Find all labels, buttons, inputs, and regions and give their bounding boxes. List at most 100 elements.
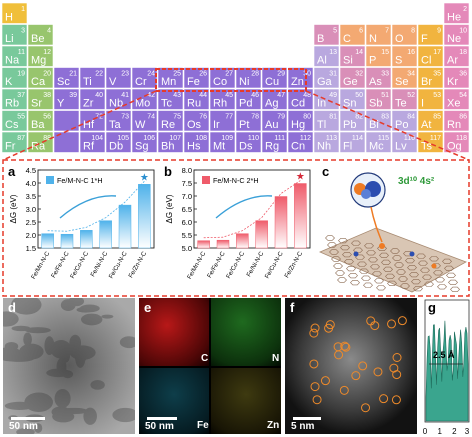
tem-grain: [19, 343, 44, 360]
intensity-curve: [425, 320, 469, 422]
element-symbol: Ne: [447, 33, 461, 45]
atomic-number: 40: [95, 92, 103, 99]
tem-grain: [24, 327, 51, 334]
y-axis-label: ΔG (eV): [9, 194, 18, 223]
element-symbol: Ta: [109, 119, 122, 131]
tem-grain: [73, 345, 89, 363]
atomic-number: 88: [43, 135, 51, 142]
element-symbol: Sg: [135, 141, 148, 153]
category-label: Fe/Zn-N-C: [127, 250, 148, 279]
hex-ring: [374, 278, 384, 284]
atomic-number: 83: [381, 114, 389, 121]
star-icon: ★: [296, 172, 305, 183]
hex-ring: [392, 255, 402, 261]
element-symbol: Po: [395, 119, 408, 131]
element-cell: 23 V: [105, 67, 132, 89]
atomic-number: 36: [459, 71, 467, 78]
element-symbol: Sr: [31, 98, 42, 110]
atomic-number: 9: [437, 28, 441, 35]
element-symbol: Zn: [291, 76, 304, 88]
bar: [41, 233, 54, 249]
eds-map-n: [211, 298, 281, 366]
element-symbol: Cl: [421, 55, 431, 67]
arrow-icon: [215, 195, 273, 219]
element-symbol: Te: [395, 98, 407, 110]
atomic-number: 8: [411, 28, 415, 35]
element-symbol: H: [5, 12, 13, 24]
tem-grain: [16, 428, 35, 434]
element-symbol: Db: [109, 141, 123, 153]
element-symbol: Lv: [395, 141, 407, 153]
tem-grain: [20, 300, 31, 306]
y-tick-label: 2.0: [26, 231, 36, 240]
element-symbol: Sc: [57, 76, 70, 88]
hex-ring: [327, 242, 337, 248]
element-cell: 3 Li: [1, 24, 28, 46]
element-symbol: Li: [5, 33, 14, 45]
element-symbol: Bi: [369, 119, 379, 131]
scale-bar-label: 50 nm: [145, 421, 174, 432]
tem-grain: [90, 380, 105, 390]
element-symbol: P: [369, 55, 376, 67]
tem-grain: [50, 340, 72, 359]
element-symbol: Ru: [187, 98, 201, 110]
hex-ring: [407, 265, 417, 271]
hex-ring: [368, 257, 378, 263]
electron-config-label: 3d¹⁰ 4s²: [398, 176, 435, 187]
tem-grain: [11, 325, 31, 332]
hex-ring: [355, 254, 365, 260]
hex-ring: [348, 273, 358, 279]
panel-d-letter: d: [8, 300, 16, 315]
hex-ring: [337, 277, 347, 283]
single-atom-marker: [340, 341, 350, 351]
category-label: Fe/Mn-N-C: [186, 250, 208, 280]
hex-ring: [405, 258, 415, 264]
category-label: Fe/Co-N-C: [69, 250, 90, 280]
y-tick-label: 7.0: [182, 192, 192, 201]
hex-ring: [437, 284, 447, 290]
category-label: Fe/Mn-N-C: [30, 250, 52, 280]
panel-c-structure: c 3d¹⁰ 4s²: [318, 164, 467, 293]
atomic-number: 35: [433, 71, 441, 78]
atomic-number: 82: [355, 114, 363, 121]
hex-ring: [431, 263, 441, 269]
atomic-number: 4: [47, 28, 51, 35]
single-atom-marker: [310, 323, 320, 333]
atomic-number: 5: [333, 28, 337, 35]
hex-ring: [333, 263, 343, 269]
tem-grain: [60, 299, 76, 311]
legend-swatch: [46, 176, 54, 184]
panel-g-letter: g: [428, 300, 436, 315]
chart-b: b5.05.56.06.57.07.58.0ΔG (eV)Fe/Mn-N-CFe…: [164, 164, 311, 280]
bar: [138, 184, 151, 249]
element-symbol: Be: [31, 33, 44, 45]
element-cell: 2He: [443, 2, 470, 24]
hex-ring: [409, 272, 419, 278]
atomic-number: 21: [69, 71, 77, 78]
element-symbol: Se: [395, 76, 408, 88]
hex-ring: [444, 265, 454, 271]
element-symbol: Cr: [135, 76, 147, 88]
atomic-number: 104: [91, 135, 103, 142]
element-symbol: Si: [343, 55, 353, 67]
